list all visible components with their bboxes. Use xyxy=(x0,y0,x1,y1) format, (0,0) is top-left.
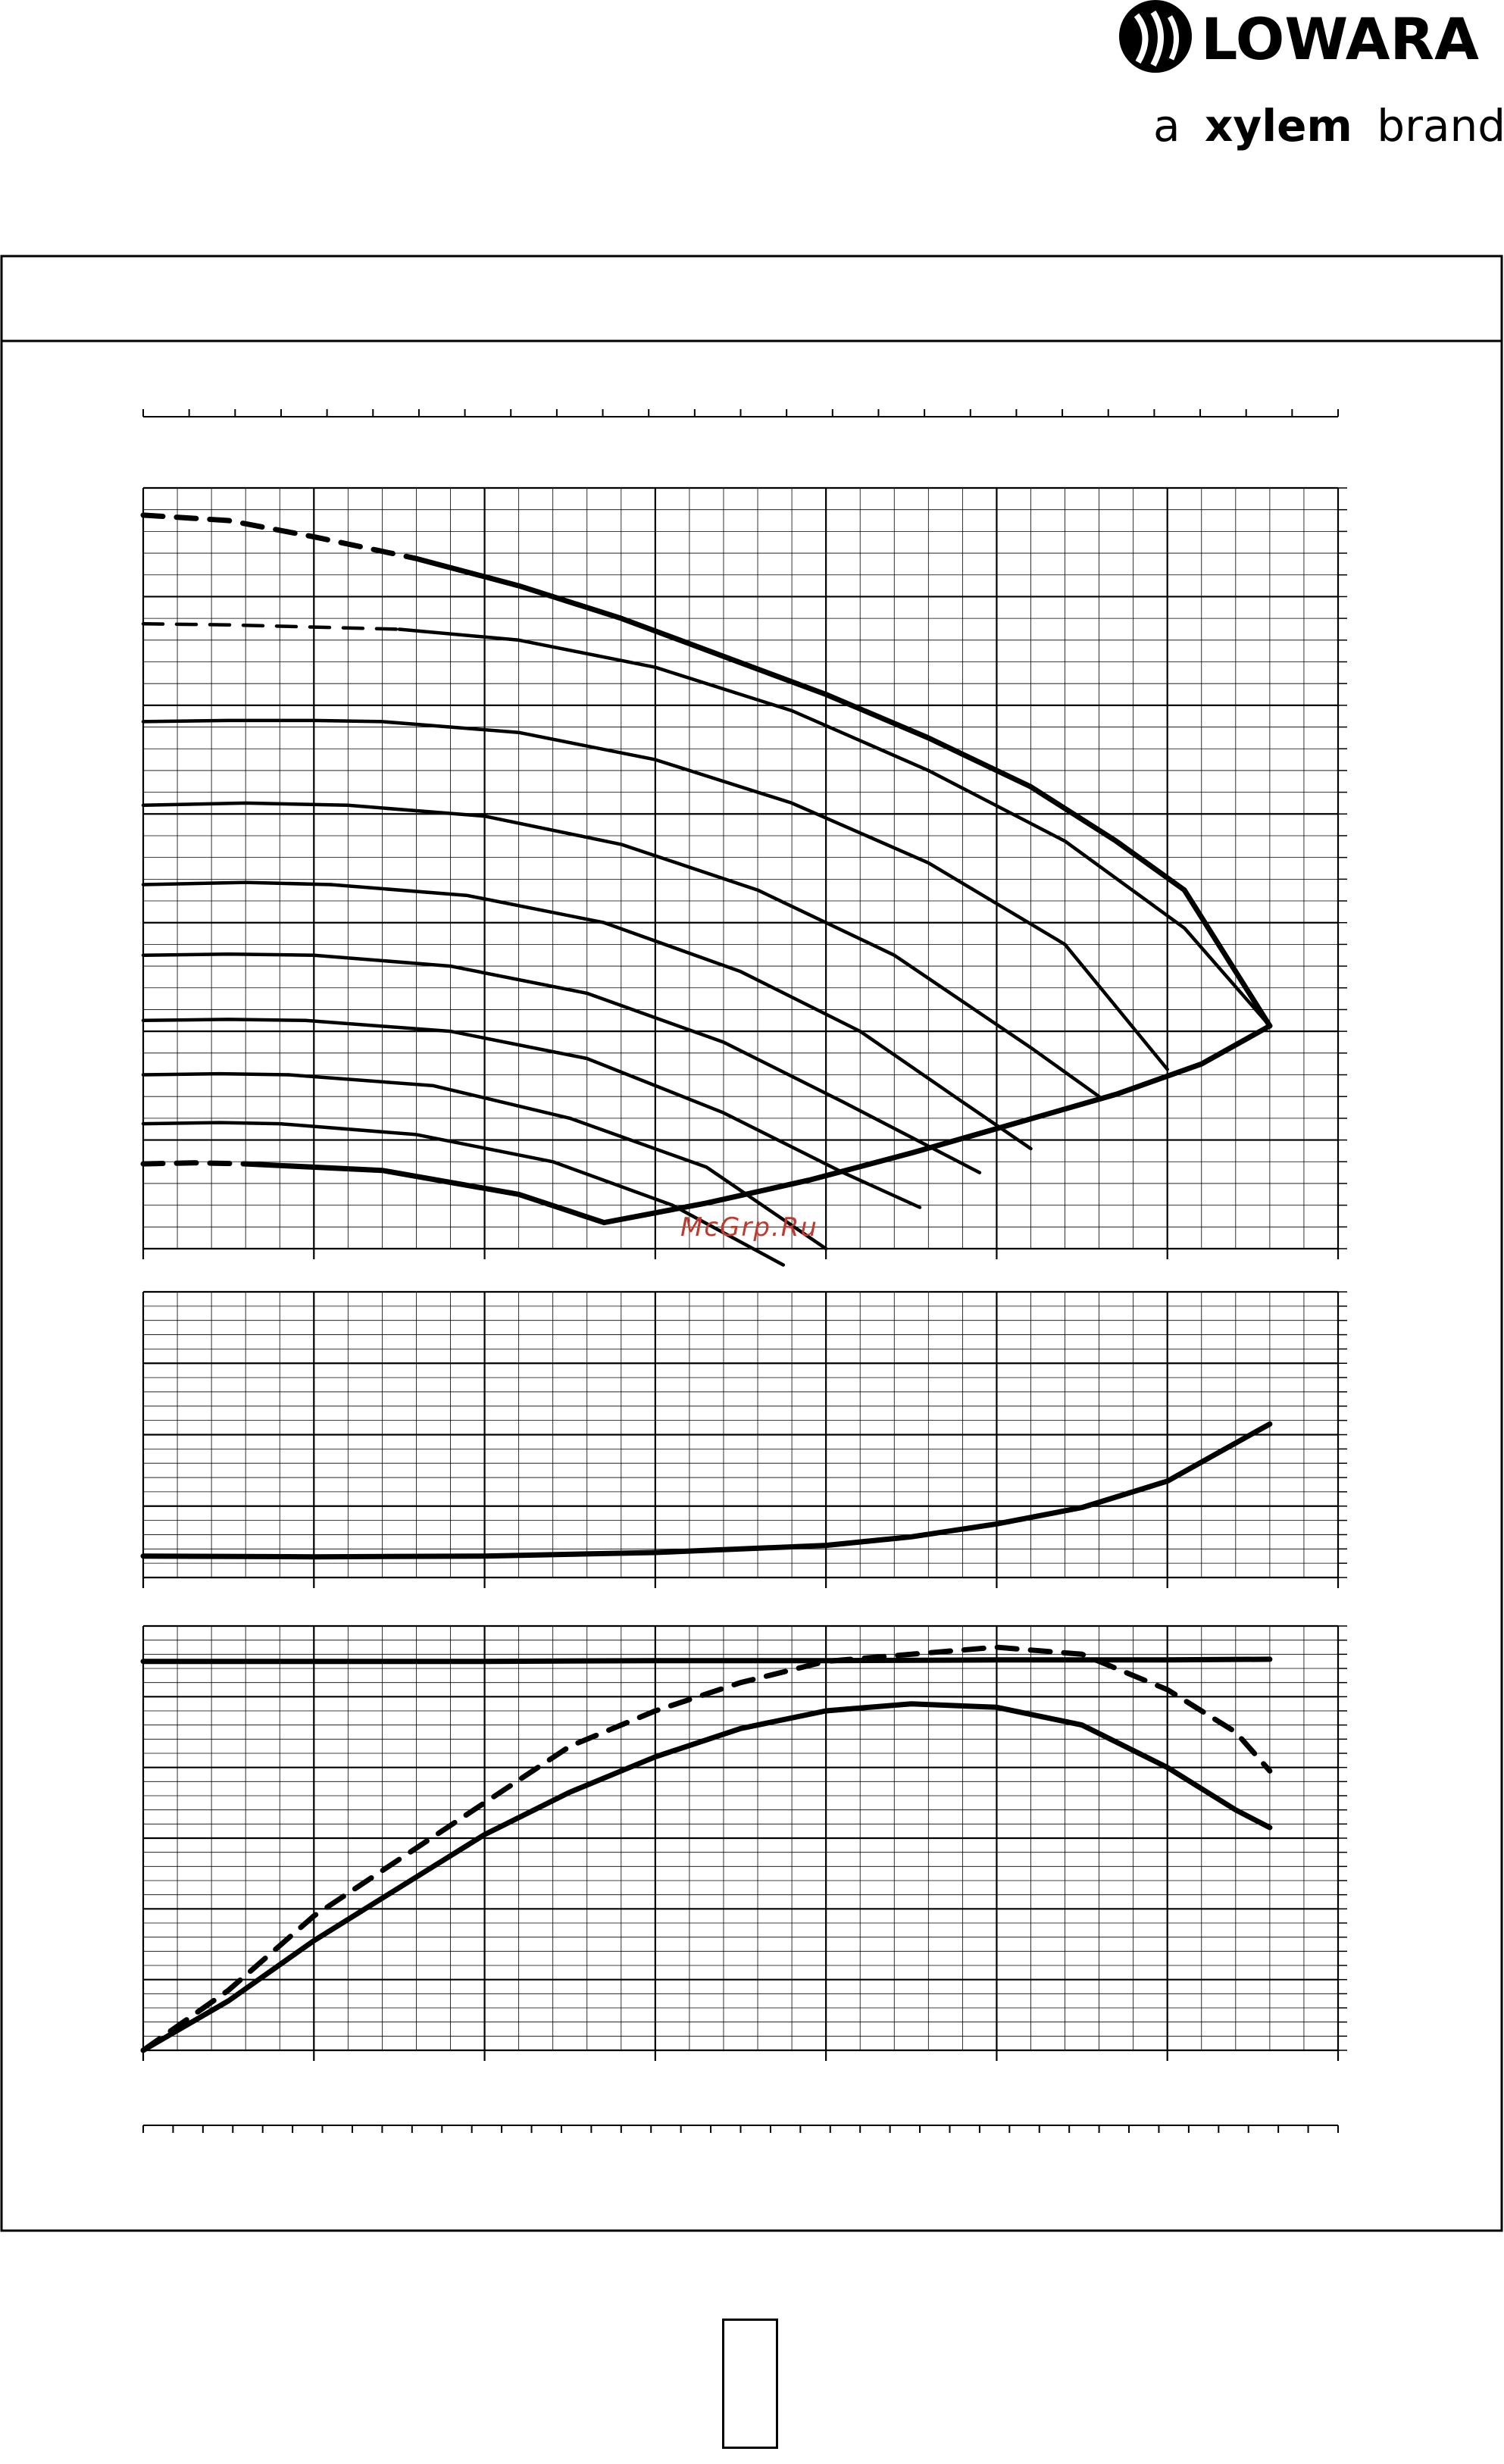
series-line xyxy=(141,622,402,631)
series-line xyxy=(140,1160,249,1167)
page-number-box xyxy=(722,2319,778,2449)
series-line xyxy=(141,718,384,724)
series-line xyxy=(141,1121,282,1126)
tagline-brand: brand xyxy=(1377,100,1504,152)
top-x-scale xyxy=(142,409,1339,417)
series-line xyxy=(141,952,316,957)
bottom-x-scale xyxy=(142,2125,1339,2133)
series-line xyxy=(601,1023,1273,1226)
tagline-a: a xyxy=(1153,100,1180,152)
series-line xyxy=(140,1644,1273,2053)
lowara-logo: LOWARA a xylem brand xyxy=(1119,0,1504,152)
series-line xyxy=(140,512,419,561)
series-line xyxy=(141,880,333,886)
power-efficiency-chart xyxy=(140,1624,1347,2061)
npsh-chart xyxy=(140,1290,1347,1588)
series-line xyxy=(140,1421,1273,1560)
head-chart xyxy=(140,486,1347,1267)
tagline-xylem: xylem xyxy=(1205,100,1352,152)
series-line xyxy=(380,720,1169,1071)
series-line xyxy=(346,803,1101,1099)
svg-text:a xylem brand: a xylem brand xyxy=(1153,100,1504,152)
series-line xyxy=(141,1018,308,1023)
series-line xyxy=(397,627,1272,1028)
series-line xyxy=(242,1161,607,1226)
series-line xyxy=(140,1701,1273,2053)
series-line xyxy=(141,801,350,808)
page-frame xyxy=(0,255,1503,2232)
watermark-text: McGrp.Ru xyxy=(680,1212,818,1243)
series-line xyxy=(277,1121,786,1267)
logo-text: LOWARA xyxy=(1201,5,1479,73)
series-line xyxy=(414,555,1273,1029)
series-line xyxy=(303,1018,922,1209)
droplet-logo-icon xyxy=(1119,0,1192,73)
series-line xyxy=(312,953,982,1174)
series-line xyxy=(329,883,1033,1151)
series-line xyxy=(140,1656,1273,1665)
